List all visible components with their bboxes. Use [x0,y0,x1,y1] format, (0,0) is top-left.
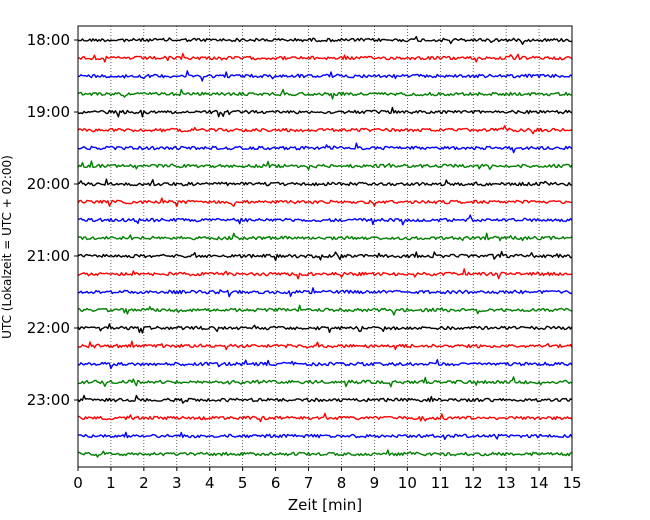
x-tick-label: 7 [304,474,314,492]
trace-line [77,359,573,370]
trace-line [78,449,573,458]
trace-line [77,250,573,262]
trace-line [77,88,573,100]
y-tick-label: 22:00 [27,319,70,337]
trace-line [77,304,573,316]
trace-line [77,142,573,154]
trace-line [77,214,573,226]
x-axis: 0 1 2 3 4 5 6 7 8 9 10 11 12 13 14 15 [73,467,582,492]
x-tick-label: 1 [106,474,116,492]
x-tick-label: 8 [337,474,347,492]
trace-line [77,178,573,187]
trace-line [77,323,573,334]
trace-line [77,340,573,351]
trace-line [77,35,573,45]
y-axis-label: UTC (Lokalzeit = UTC + 02:00) [0,155,14,339]
trace-group [77,35,573,458]
x-tick-label: 6 [271,474,281,492]
plot-area [78,26,572,467]
trace-line [77,412,573,423]
x-tick-label: 10 [398,474,417,492]
trace-line [77,268,573,280]
y-axis: 18:00 19:00 20:00 21:00 22:00 23:00 [27,31,78,409]
x-tick-label: 13 [497,474,516,492]
x-tick-label: 9 [370,474,380,492]
x-tick-label: 14 [530,474,549,492]
x-tick-label: 3 [172,474,182,492]
x-tick-label: 2 [139,474,149,492]
y-tick-label: 20:00 [27,175,70,193]
trace-line [77,394,573,404]
y-tick-label: 23:00 [27,391,70,409]
x-tick-label: 0 [73,474,83,492]
y-tick-label: 19:00 [27,103,70,121]
x-axis-label: Zeit [min] [288,496,362,514]
trace-line [77,197,573,208]
trace-line [78,376,573,388]
x-tick-label: 11 [431,474,450,492]
x-tick-label: 4 [205,474,215,492]
x-tick-label: 12 [464,474,483,492]
trace-line [77,160,573,171]
trace-line [77,232,573,242]
trace-line [77,287,573,298]
trace-line [78,431,573,441]
y-tick-label: 18:00 [27,31,70,49]
trace-line [77,125,573,135]
x-tick-label: 5 [238,474,248,492]
trace-line [77,106,573,118]
plot-frame [77,25,573,468]
trace-line [77,70,573,82]
trace-line [78,52,573,63]
x-tick-label: 15 [562,474,581,492]
y-tick-label: 21:00 [27,247,70,265]
